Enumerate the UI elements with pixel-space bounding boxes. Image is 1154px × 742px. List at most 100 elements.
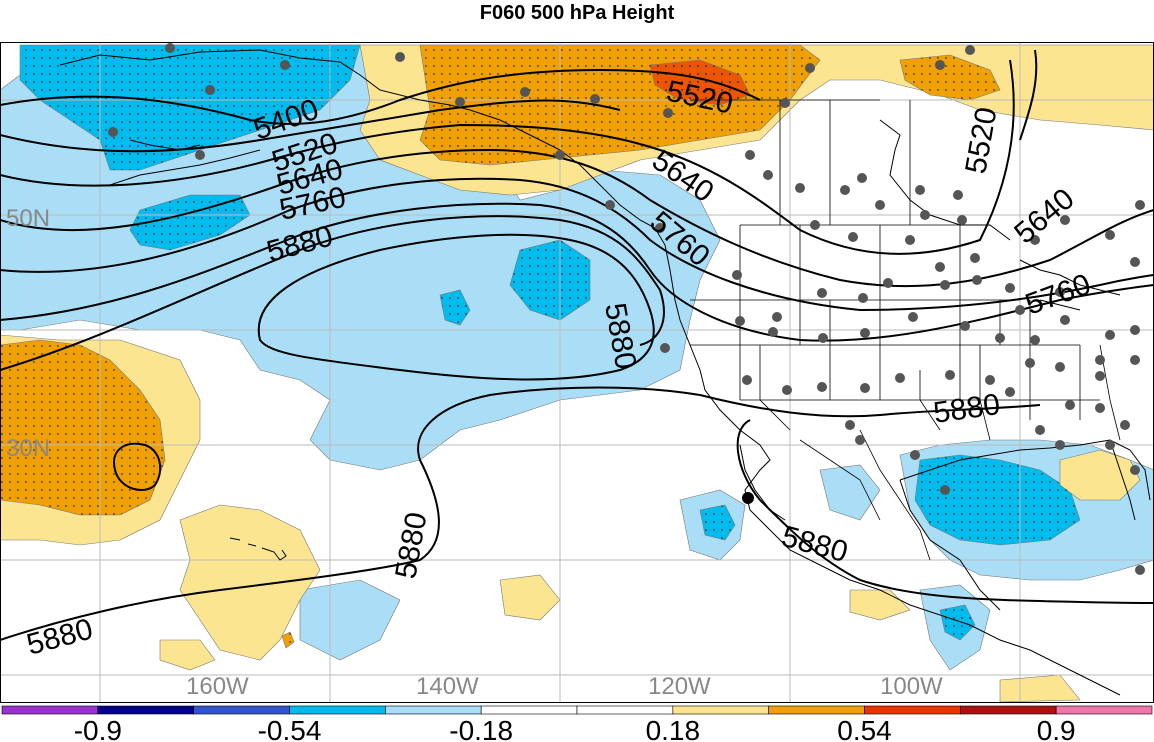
stipple-region <box>650 60 750 105</box>
map-area: 5400552056405760588055205640576058805520… <box>0 42 1154 702</box>
station-dot <box>772 312 782 322</box>
station-dot <box>1015 305 1025 315</box>
station-dot <box>520 87 530 97</box>
highlight-point <box>742 492 754 504</box>
station-dot <box>1130 257 1140 267</box>
station-dot <box>1095 355 1105 365</box>
colorbar-swatch <box>480 705 578 715</box>
stipple-region <box>510 240 590 320</box>
station-dot <box>805 63 815 73</box>
lon-label-160w: 160W <box>186 673 249 700</box>
station-dot <box>782 385 792 395</box>
station-dot <box>905 235 915 245</box>
station-dot <box>817 382 827 392</box>
colorbar-swatch <box>864 705 961 715</box>
station-dot <box>1030 235 1040 245</box>
lb-region <box>819 464 881 521</box>
station-dot <box>895 373 905 383</box>
colorbar-tick-label: 0.18 <box>646 715 701 742</box>
station-dot <box>953 190 963 200</box>
station-dot <box>780 98 790 108</box>
station-dot <box>970 253 980 263</box>
stipple-region <box>282 632 294 648</box>
colorbar-swatch <box>960 705 1057 715</box>
station-dot <box>1055 440 1065 450</box>
stipple-region <box>130 195 250 250</box>
longitude-labels: 160W 140W 120W 100W <box>186 673 943 700</box>
station-dot <box>860 328 870 338</box>
station-dot <box>660 343 670 353</box>
map-title: F060 500 hPa Height <box>479 2 675 24</box>
station-dot <box>1095 371 1105 381</box>
station-dot <box>810 220 820 230</box>
stipple-region <box>915 455 1080 545</box>
station-dot <box>280 60 290 70</box>
station-dot <box>745 150 755 160</box>
station-dot <box>972 275 982 285</box>
station-dot <box>742 375 752 385</box>
station-dots <box>108 43 1145 575</box>
significance-stipple <box>0 45 1080 648</box>
station-dot <box>940 280 950 290</box>
colorbar-tick-label: 0.9 <box>1037 715 1076 742</box>
height-contours <box>0 49 1154 641</box>
station-dot <box>1135 200 1145 210</box>
colorbar-swatch <box>97 705 194 715</box>
station-dot <box>663 108 673 118</box>
station-dot <box>655 223 665 233</box>
station-dot <box>590 94 600 104</box>
lon-label-120w: 120W <box>648 673 711 700</box>
stipple-region <box>0 340 165 515</box>
station-dot <box>1135 565 1145 575</box>
colorbar-tick-label: -0.9 <box>74 715 122 742</box>
station-dot <box>1130 465 1140 475</box>
station-dot <box>1025 358 1035 368</box>
station-dot <box>732 270 742 280</box>
station-dot <box>935 60 945 70</box>
station-dot <box>860 383 870 393</box>
colorbar-swatch <box>1055 705 1153 715</box>
stipple-region <box>900 55 1000 100</box>
lat-label-30n: 30N <box>6 435 50 462</box>
station-dot <box>995 333 1005 343</box>
station-dot <box>205 85 215 95</box>
station-dot <box>908 312 918 322</box>
station-dot <box>195 150 205 160</box>
station-dot <box>795 183 805 193</box>
grid-lines <box>0 42 1154 702</box>
lon-label-100w: 100W <box>880 673 943 700</box>
station-dot <box>817 288 827 298</box>
station-dot <box>875 200 885 210</box>
colorbar-swatch <box>1 705 99 715</box>
ly-region <box>159 639 216 671</box>
station-dot <box>1120 420 1130 430</box>
station-dot <box>395 52 405 62</box>
station-dot <box>935 262 945 272</box>
station-dot <box>845 420 855 430</box>
station-dot <box>883 278 893 288</box>
station-dot <box>768 327 778 337</box>
station-dot <box>965 45 975 55</box>
station-dot <box>858 293 868 303</box>
station-dot <box>1035 425 1045 435</box>
colorbar-swatch <box>768 705 865 715</box>
stipple-region <box>700 505 735 540</box>
station-dot <box>857 173 867 183</box>
station-dot <box>960 321 970 331</box>
station-dot <box>1130 325 1140 335</box>
station-dot <box>605 200 615 210</box>
colorbar-swatch <box>672 705 769 715</box>
ly-region <box>499 574 561 621</box>
station-dot <box>1055 287 1065 297</box>
station-dot <box>945 370 955 380</box>
station-dot <box>1060 215 1070 225</box>
colorbar-swatch <box>289 705 386 715</box>
station-dot <box>855 435 865 445</box>
station-dot <box>1105 230 1115 240</box>
station-dot <box>1005 387 1015 397</box>
station-dot <box>1130 355 1140 365</box>
station-dot <box>910 450 920 460</box>
station-dot <box>957 215 967 225</box>
station-dot <box>818 333 828 343</box>
station-dot <box>763 170 773 180</box>
